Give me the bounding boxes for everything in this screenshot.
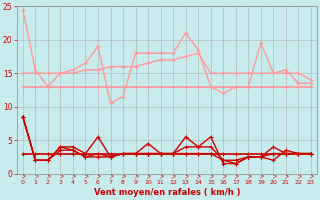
X-axis label: Vent moyen/en rafales ( km/h ): Vent moyen/en rafales ( km/h ) <box>94 188 240 197</box>
